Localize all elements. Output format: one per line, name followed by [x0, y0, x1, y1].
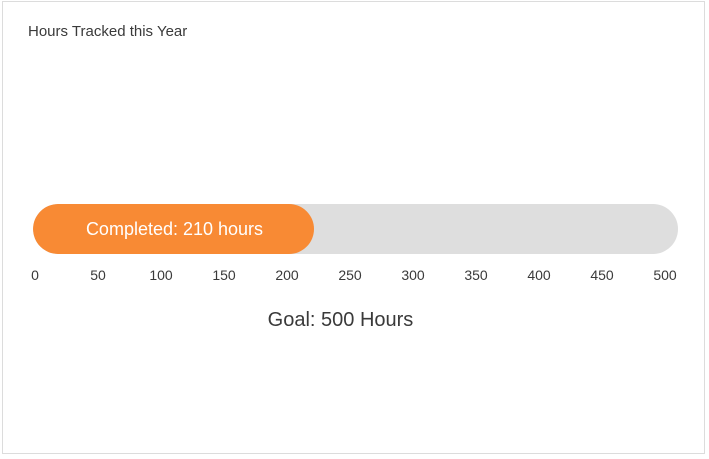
x-tick-label: 300: [401, 267, 425, 283]
chart-card: Hours Tracked this Year Completed: 210 h…: [2, 1, 705, 454]
x-tick-label: 400: [527, 267, 551, 283]
x-tick-label: 50: [90, 267, 106, 283]
chart-title: Hours Tracked this Year: [28, 23, 188, 40]
progress-track: Completed: 210 hours: [33, 204, 678, 254]
x-tick-label: 500: [653, 267, 677, 283]
progress-fill-completed: [33, 204, 314, 254]
x-tick-label: 0: [31, 267, 39, 283]
x-tick-label: 100: [149, 267, 173, 283]
goal-label: Goal: 500 Hours: [267, 309, 414, 331]
x-tick-label: 350: [464, 267, 488, 283]
x-tick-label: 450: [590, 267, 614, 283]
x-tick-label: 150: [212, 267, 236, 283]
completed-label: Completed: 210 hours: [85, 219, 264, 239]
x-tick-label: 250: [338, 267, 362, 283]
x-axis-ticks: 0 50 100 150 200 250 300 350 400 450 500: [0, 267, 709, 287]
x-tick-label: 200: [275, 267, 299, 283]
